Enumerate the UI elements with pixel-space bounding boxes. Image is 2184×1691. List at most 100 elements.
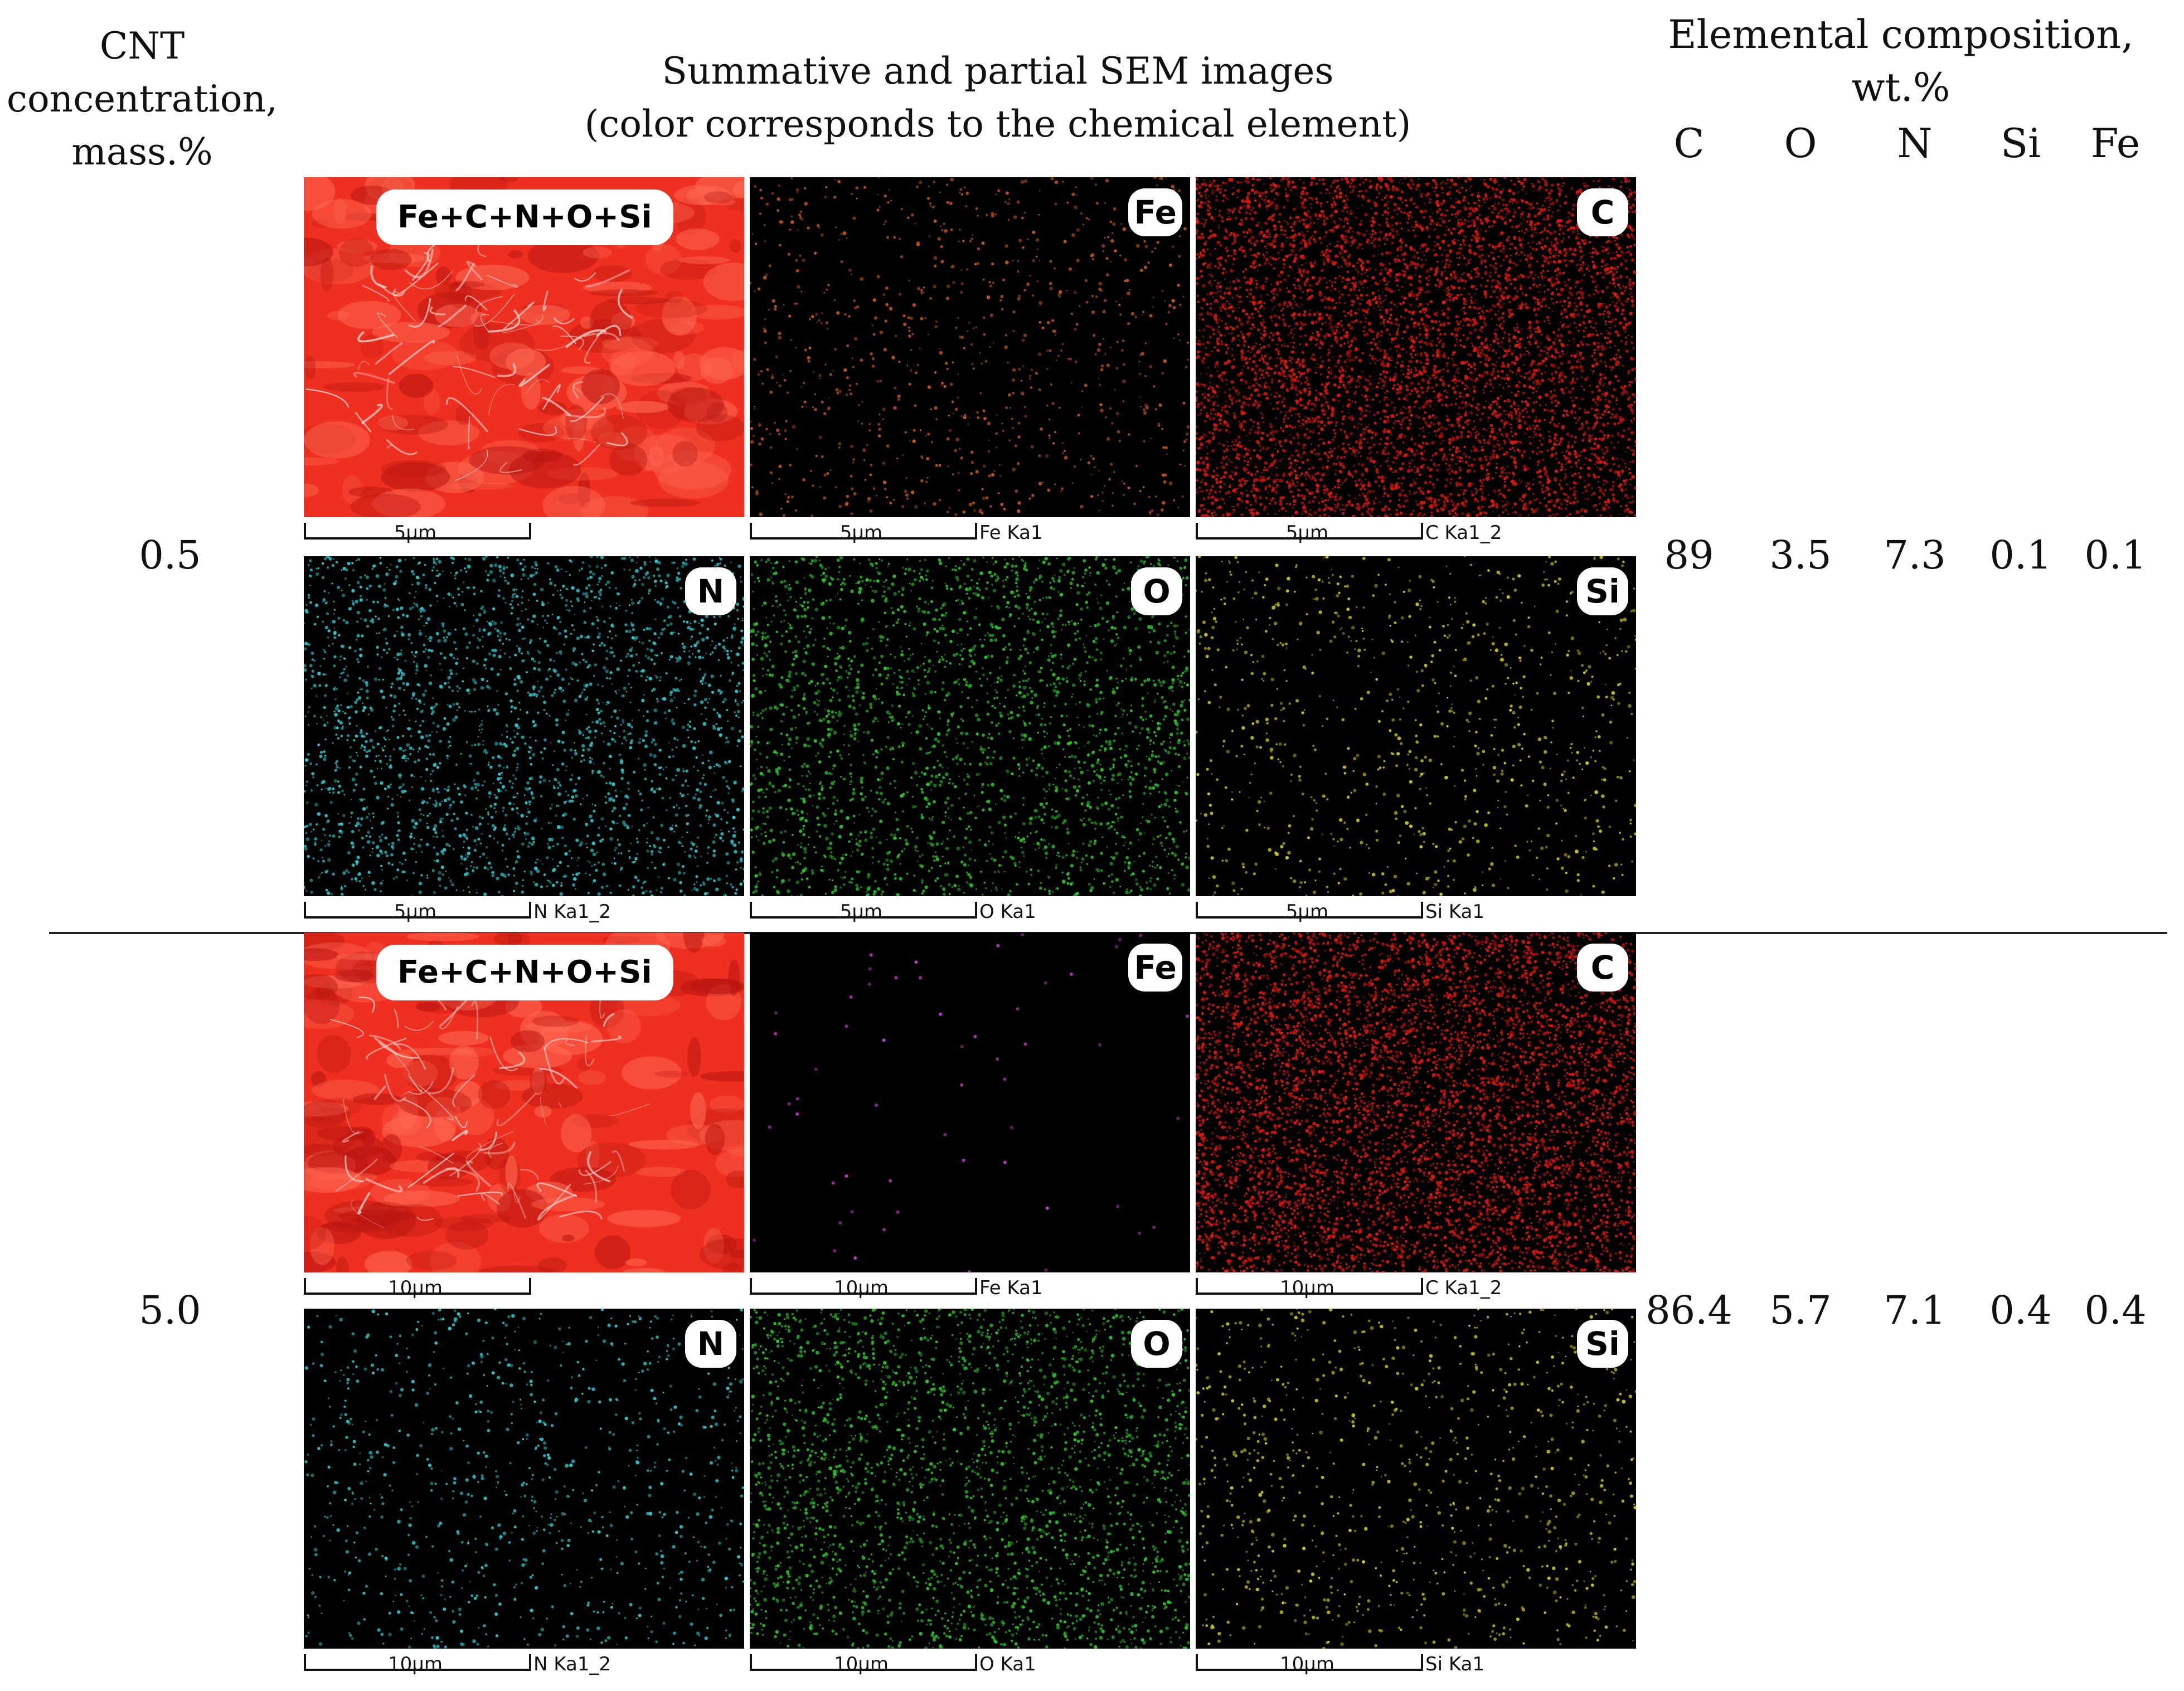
element-dot (846, 237, 848, 239)
element-dot (756, 490, 759, 493)
element-dot (1389, 308, 1392, 311)
element-dot (1505, 207, 1509, 211)
element-dot (1288, 300, 1292, 304)
element-dot (1323, 492, 1326, 494)
element-dot (1269, 423, 1271, 425)
element-dot (1098, 509, 1100, 512)
element-dot (1454, 327, 1458, 332)
element-dot (1018, 368, 1021, 371)
texture-blob (448, 280, 486, 288)
element-dot (1311, 197, 1313, 199)
element-dot (1525, 201, 1528, 204)
element-dot (828, 397, 830, 399)
element-dot (1266, 208, 1268, 211)
element-dot (1346, 366, 1348, 367)
element-dot (1004, 244, 1008, 248)
element-dot (879, 414, 881, 416)
element-dot (1313, 403, 1317, 406)
element-dot (1208, 431, 1211, 434)
element-dot (1372, 239, 1375, 242)
element-dot (1618, 407, 1622, 411)
element-dot (1374, 362, 1376, 364)
element-dot (1350, 320, 1353, 323)
element-dot (1442, 181, 1444, 183)
element-dot (882, 407, 886, 411)
element-dot (1069, 357, 1072, 361)
element-dot (1555, 241, 1559, 245)
element-dot (1060, 349, 1062, 352)
element-dot (1418, 178, 1420, 180)
element-dot (1366, 510, 1370, 514)
element-dot (1565, 451, 1567, 453)
element-dot (1080, 212, 1083, 215)
element-dot (838, 390, 842, 393)
element-dot (1095, 183, 1098, 186)
element-dot (1297, 442, 1300, 445)
element-dot (1575, 360, 1579, 363)
element-dot (1614, 267, 1617, 270)
element-dot (1543, 408, 1546, 411)
element-dot (1408, 390, 1409, 392)
texture-blob (370, 249, 412, 270)
element-dot (1340, 354, 1342, 357)
element-dot (1578, 314, 1580, 316)
element-dot (1237, 303, 1239, 305)
element-dot (1217, 387, 1220, 389)
element-dot (804, 348, 807, 352)
element-dot (1014, 444, 1017, 448)
element-dot (1462, 239, 1465, 242)
element-dot (1230, 461, 1231, 463)
element-dot (1615, 251, 1618, 253)
element-dot (1110, 239, 1114, 243)
element-dot (1063, 240, 1067, 244)
element-dot (1240, 492, 1244, 495)
element-dot (1093, 334, 1096, 337)
element-dot (1397, 477, 1400, 480)
element-dot (1499, 215, 1502, 218)
element-dot (1265, 245, 1267, 247)
element-dot (988, 439, 991, 441)
element-dot (1463, 256, 1465, 259)
element-dot (797, 229, 799, 231)
element-dot (1609, 240, 1612, 243)
element-dot (1347, 354, 1351, 358)
element-dot (1222, 181, 1225, 184)
element-dot (1280, 367, 1284, 371)
element-dot (1396, 349, 1399, 352)
element-dot (1070, 382, 1072, 384)
element-dot (1565, 315, 1569, 319)
element-dot (1112, 492, 1114, 494)
element-dot (1200, 373, 1202, 375)
element-dot (796, 191, 798, 193)
element-dot (1449, 448, 1452, 451)
element-dot (1204, 482, 1208, 486)
element-dot (1215, 189, 1218, 192)
element-dot (1423, 263, 1425, 265)
element-dot (1415, 478, 1418, 480)
element-dot (1311, 276, 1315, 280)
element-dot (1241, 477, 1245, 482)
element-dot (1424, 341, 1427, 344)
element-dot (1238, 339, 1240, 341)
element-dot (1362, 431, 1364, 433)
element-dot (1508, 339, 1511, 343)
element-dot (1219, 422, 1222, 425)
element-dot (1330, 289, 1332, 291)
texture-blob (542, 485, 605, 517)
element-dot (1275, 443, 1277, 446)
element-dot (1318, 399, 1321, 401)
element-dot (968, 503, 973, 507)
element-dot (778, 433, 781, 436)
element-dot (1143, 411, 1147, 415)
element-dot (1340, 265, 1342, 268)
element-dot (1496, 404, 1498, 406)
element-dot (1374, 281, 1377, 285)
element-dot (1211, 495, 1215, 499)
element-dot (807, 356, 810, 360)
element-dot (1212, 332, 1216, 336)
element-dot (1603, 507, 1607, 511)
element-dot (1017, 297, 1021, 301)
element-dot (1389, 321, 1394, 325)
texture-blob (633, 434, 696, 474)
element-dot (996, 446, 998, 449)
